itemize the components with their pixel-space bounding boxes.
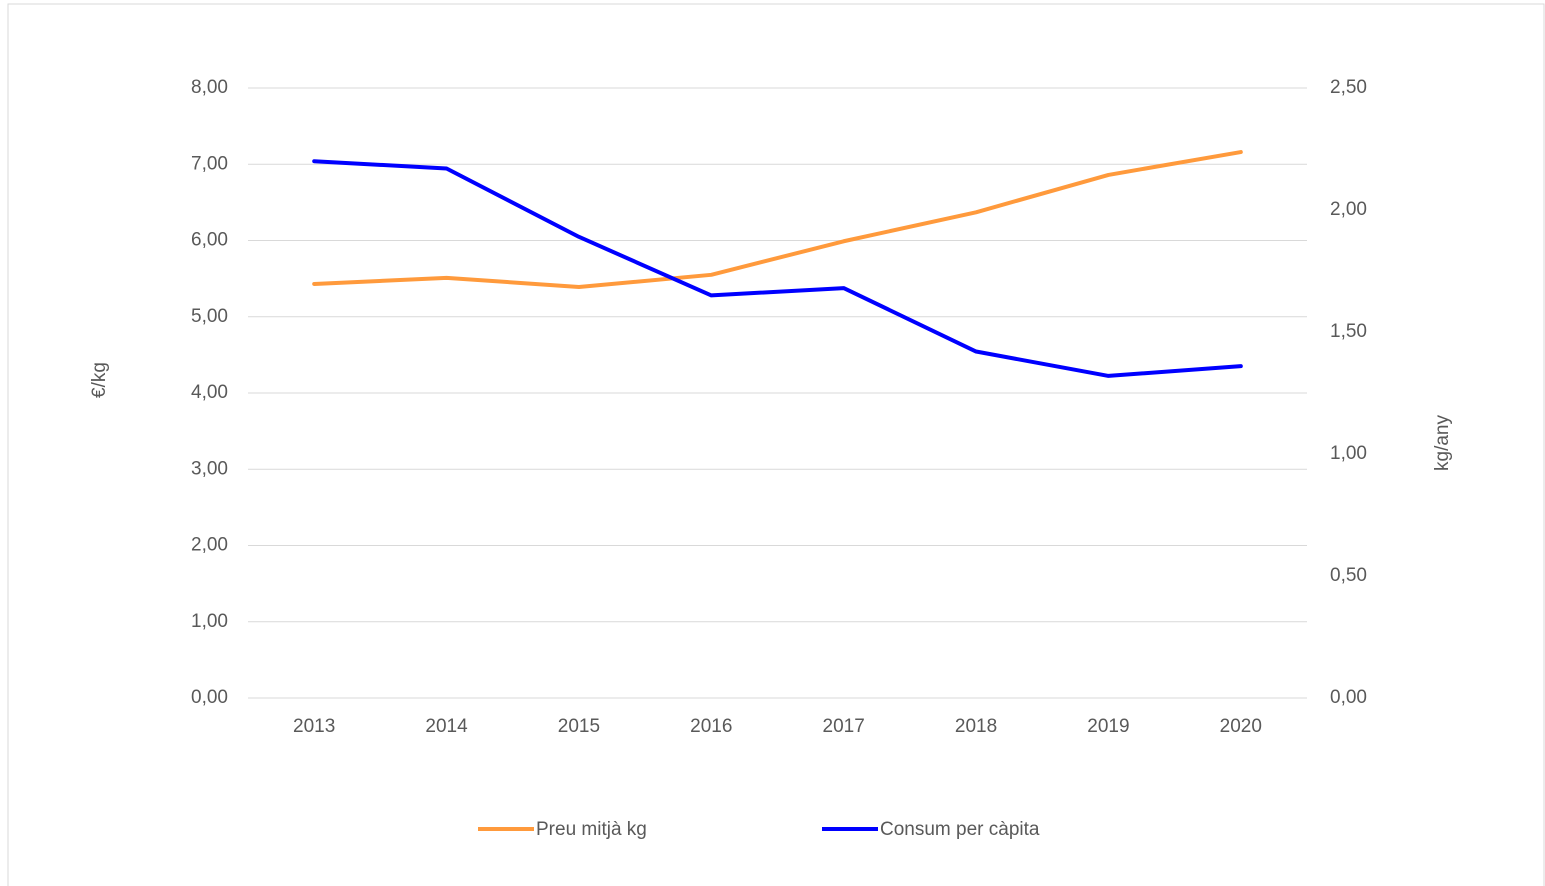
legend-label: Consum per càpita (880, 819, 1040, 840)
y-axis-title: €/kg (89, 362, 110, 398)
x-tick-label: 2017 (823, 716, 865, 737)
x-tick-label: 2013 (293, 716, 335, 737)
y-tick-label: 6,00 (191, 230, 228, 251)
y-tick-label: 2,00 (191, 535, 228, 556)
y2-tick-label: 2,00 (1330, 199, 1367, 220)
y-tick-label: 4,00 (191, 382, 228, 403)
y2-tick-label: 0,00 (1330, 687, 1367, 708)
y-tick-label: 7,00 (191, 153, 228, 174)
y-tick-label: 1,00 (191, 611, 228, 632)
x-tick-label: 2018 (955, 716, 997, 737)
y2-tick-label: 0,50 (1330, 565, 1367, 586)
x-tick-label: 2015 (558, 716, 600, 737)
y-tick-label: 0,00 (191, 687, 228, 708)
series-line (312, 150, 1243, 290)
x-tick-label: 2020 (1220, 716, 1262, 737)
series-line (312, 159, 1243, 378)
y2-tick-label: 1,00 (1330, 443, 1367, 464)
chart-frame (7, 3, 1545, 886)
x-tick-label: 2014 (425, 716, 468, 737)
legend-label: Preu mitjà kg (536, 819, 647, 840)
y2-tick-label: 1,50 (1330, 321, 1367, 342)
y-tick-label: 3,00 (191, 458, 228, 479)
y-tick-label: 5,00 (191, 306, 228, 327)
y-tick-label: 8,00 (191, 77, 228, 98)
y2-tick-label: 2,50 (1330, 77, 1367, 98)
x-tick-label: 2016 (690, 716, 732, 737)
x-tick-label: 2019 (1087, 716, 1129, 737)
y2-axis-title: kg/any (1432, 415, 1453, 471)
